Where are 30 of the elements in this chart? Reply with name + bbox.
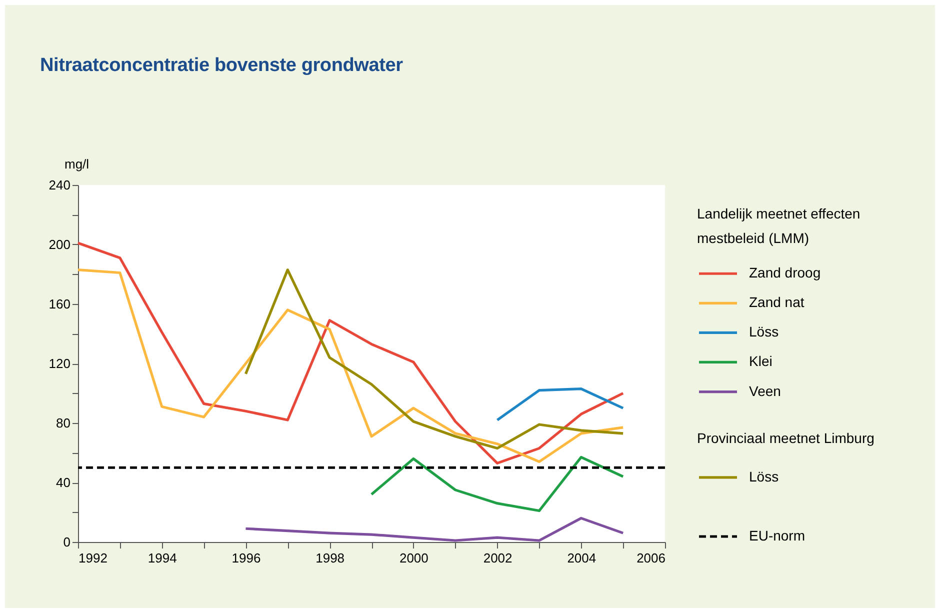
y-tick-label: 40 — [56, 475, 70, 490]
text: Provinciaal meetnet Limburg — [697, 430, 874, 446]
legend-label: Zand nat — [749, 294, 804, 310]
x-tick-label: 1992 — [78, 550, 108, 566]
x-tick-label: 1996 — [232, 550, 261, 566]
y-tick-label: 240 — [48, 178, 70, 192]
legend-label: EU-norm — [749, 528, 806, 544]
line-series — [370, 456, 624, 512]
legend-label: Klei — [749, 353, 772, 370]
y-tick-label: 120 — [48, 356, 70, 371]
legend-label: Zand droog — [749, 264, 821, 281]
y-tick-label: 80 — [56, 416, 70, 430]
y-tick-label: 200 — [48, 237, 70, 252]
x-tick-label: 2000 — [399, 550, 428, 566]
x-tick-label: 2004 — [567, 550, 596, 566]
legend-label: Veen — [749, 382, 781, 399]
x-tick-label: 2006 — [636, 550, 666, 566]
y-tick-label: 160 — [48, 296, 70, 312]
legend-title: Landelijk meetnet effecten mestbeleid (LMM) — [697, 206, 860, 246]
y-axis-title: mg/l — [64, 156, 90, 172]
line-series — [244, 516, 624, 542]
x-tick-label: 1998 — [316, 550, 345, 566]
line-series — [496, 387, 624, 422]
legend-label: Löss — [749, 324, 779, 340]
line-series — [244, 268, 624, 450]
x-tick-label: 2002 — [483, 550, 512, 566]
x-tick-label: 1994 — [148, 550, 177, 566]
y-tick-label: 0 — [63, 534, 70, 550]
chart-title: Nitraatconcentratie bovenste grondwater — [40, 55, 403, 77]
legend-label: Löss — [749, 468, 779, 484]
